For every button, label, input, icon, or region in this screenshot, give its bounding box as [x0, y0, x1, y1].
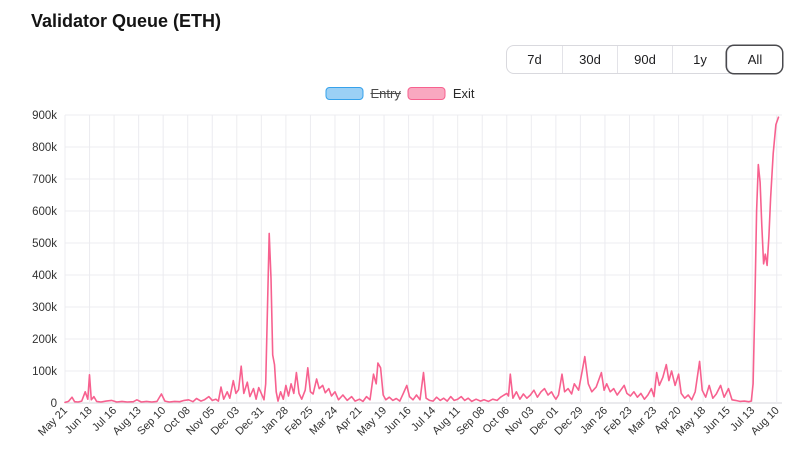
x-tick-label: Mar 24: [307, 405, 340, 438]
x-tick-label: Mar 23: [626, 405, 659, 438]
y-tick-label: 400k: [32, 270, 57, 282]
entry-series-swatch: [325, 87, 364, 100]
x-tick-label: Jun 16: [382, 405, 414, 437]
y-tick-label: 800k: [32, 142, 57, 154]
range-button-all[interactable]: All: [727, 46, 782, 73]
exit-series-line: [64, 116, 780, 404]
y-tick-label: 900k: [32, 110, 57, 122]
range-button-90d[interactable]: 90d: [617, 46, 672, 73]
y-tick-label: 100k: [32, 366, 57, 378]
exit-series-swatch: [407, 87, 446, 100]
range-button-30d[interactable]: 30d: [562, 46, 617, 73]
x-tick-label: Jun 18: [63, 405, 95, 437]
chart-legend: Entry Exit: [325, 86, 475, 101]
y-tick-label: 700k: [32, 174, 57, 186]
legend-item-entry[interactable]: Entry: [325, 86, 401, 101]
x-tick-label: Jun 15: [701, 405, 733, 437]
legend-item-exit[interactable]: Exit: [407, 86, 475, 101]
y-tick-label: 200k: [32, 334, 57, 346]
y-tick-label: 300k: [32, 302, 57, 314]
legend-label-exit: Exit: [452, 86, 475, 101]
time-range-selector: 7d 30d 90d 1y All: [506, 45, 783, 74]
range-button-7d[interactable]: 7d: [507, 46, 562, 73]
y-tick-label: 500k: [32, 238, 57, 250]
legend-label-entry: Entry: [370, 86, 401, 101]
y-tick-label: 600k: [32, 206, 57, 218]
page-title: Validator Queue (ETH): [31, 11, 222, 31]
y-tick-label: 0: [51, 398, 57, 410]
range-button-1y[interactable]: 1y: [672, 46, 727, 73]
